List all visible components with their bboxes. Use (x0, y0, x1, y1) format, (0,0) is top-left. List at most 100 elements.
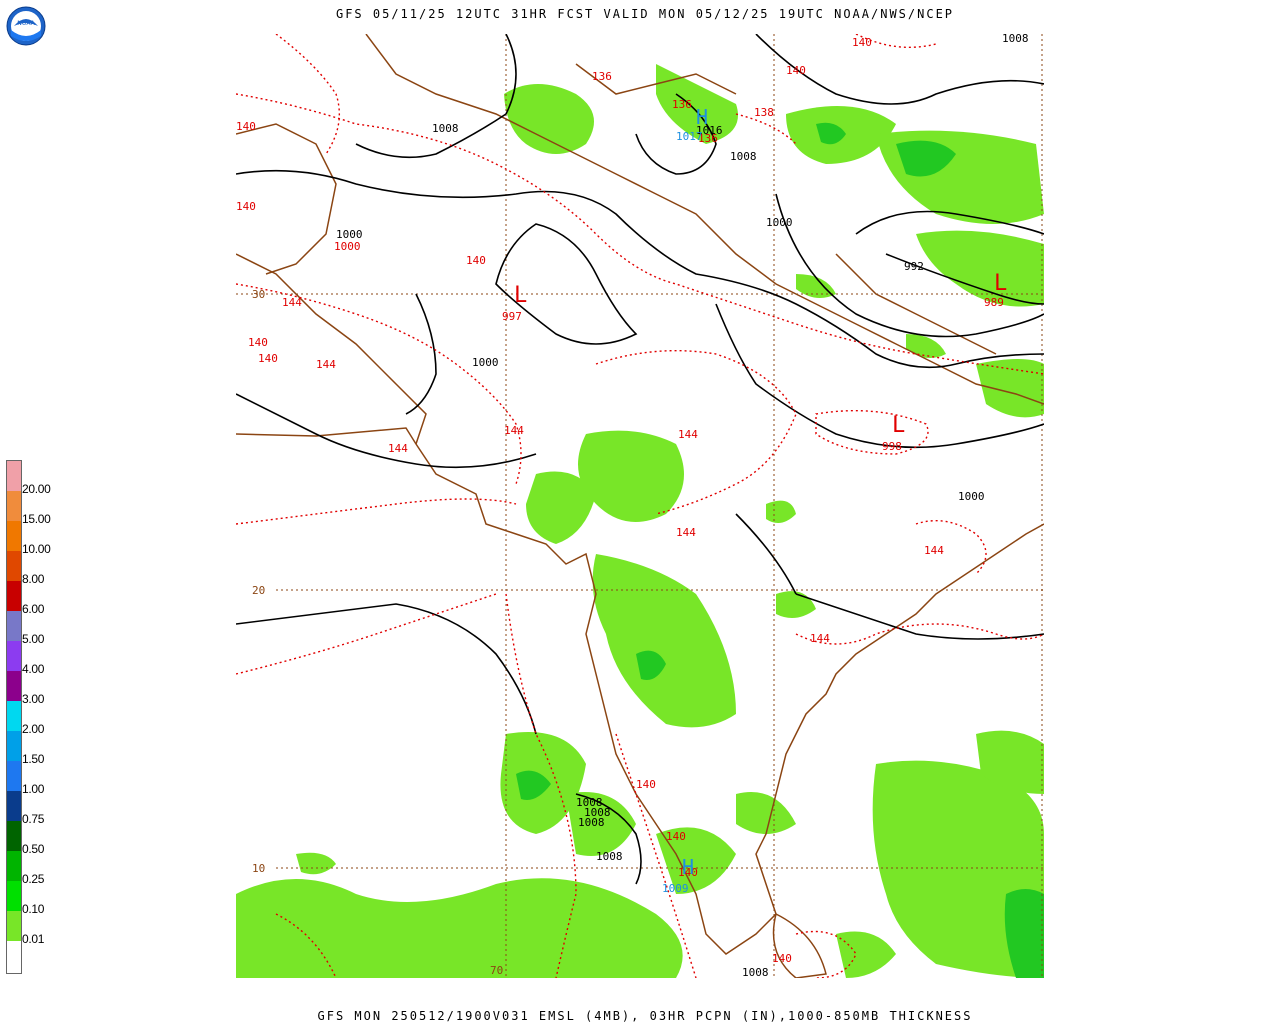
thickness-label: 140 (466, 254, 486, 267)
legend-swatch (7, 701, 21, 731)
thickness-label: 144 (676, 526, 696, 539)
low-symbol: L (994, 271, 1007, 296)
legend-label: 0.25 (22, 872, 45, 886)
lat-lon-grid (236, 34, 1044, 978)
legend-swatch (7, 821, 21, 851)
legend-label: 3.00 (22, 692, 45, 706)
isobars (236, 34, 1044, 885)
isobar-label: 1000 (472, 356, 499, 369)
legend-label: 0.01 (22, 932, 45, 946)
low-center-1: L 997 (502, 283, 527, 323)
high-symbol: H (682, 855, 694, 879)
high-center-2: H 1009 (662, 855, 694, 895)
legend-label: 0.10 (22, 902, 45, 916)
legend-label: 8.00 (22, 572, 45, 586)
thickness-label: 144 (678, 428, 698, 441)
lat-label-20: 20 (252, 584, 265, 597)
legend-swatch (7, 761, 21, 791)
isobar-label: 1008 (742, 966, 769, 978)
lon-label-70: 70 (490, 964, 503, 977)
thickness-label: 136 (672, 98, 692, 111)
precipitation-legend (6, 460, 22, 974)
legend-swatch (7, 581, 21, 611)
thickness-label: 138 (754, 106, 774, 119)
legend-swatch (7, 671, 21, 701)
legend-swatch (7, 731, 21, 761)
low-symbol: L (514, 283, 527, 308)
high-value: 1017 (676, 130, 703, 143)
legend-label: 0.50 (22, 842, 45, 856)
lat-label-10: 10 (252, 862, 265, 875)
map-title: GFS 05/11/25 12UTC 31HR FCST VALID MON 0… (335, 7, 955, 21)
legend-swatch (7, 491, 21, 521)
legend-swatch (7, 611, 21, 641)
high-symbol: H (696, 105, 708, 129)
thickness-label: 136 (698, 132, 718, 145)
legend-label: 0.75 (22, 812, 45, 826)
thickness-label: 144 (282, 296, 302, 309)
legend-swatch (7, 881, 21, 911)
precipitation-heavy (516, 122, 1044, 978)
coastlines (236, 34, 1044, 978)
low-value: 997 (502, 310, 522, 323)
legend-label: 15.00 (22, 512, 51, 526)
isobar-label: 1008 (596, 850, 623, 863)
legend-label: 4.00 (22, 662, 45, 676)
thickness-label: 140 (258, 352, 278, 365)
thickness-label: 136 (592, 70, 612, 83)
thickness-label: 140 (786, 64, 806, 77)
small-pressure-value: 1000 (334, 240, 361, 253)
legend-label: 1.00 (22, 782, 45, 796)
legend-label: 6.00 (22, 602, 45, 616)
isobar-label: 1008 (584, 806, 611, 819)
precipitation-areas (236, 64, 1044, 978)
legend-label: 2.00 (22, 722, 45, 736)
legend-swatch (7, 461, 21, 491)
legend-label: 5.00 (22, 632, 45, 646)
legend-label: 20.00 (22, 482, 51, 496)
legend-swatch (7, 911, 21, 941)
thickness-label: 144 (924, 544, 944, 557)
thickness-label: 140 (852, 36, 872, 49)
legend-swatch (7, 641, 21, 671)
map-caption: GFS MON 250512/1900V031 EMSL (4MB), 03HR… (317, 1009, 973, 1023)
thickness-label: 144 (388, 442, 408, 455)
thickness-label: 140 (772, 952, 792, 965)
thickness-label: 144 (316, 358, 336, 371)
isobar-label: 1000 (958, 490, 985, 503)
lat-label-30: 30 (252, 288, 265, 301)
low-symbol: L (892, 413, 905, 438)
thickness-label: 140 (666, 830, 686, 843)
low-value: 998 (882, 440, 902, 453)
thickness-label: 140 (236, 200, 256, 213)
high-center-1: H 1017 (676, 105, 708, 143)
isobar-label: 992 (904, 260, 924, 273)
thickness-label: 140 (236, 120, 256, 133)
legend-swatch (7, 551, 21, 581)
isobar-label: 1000 (766, 216, 793, 229)
thickness-label: 140 (636, 778, 656, 791)
isobar-label: 1000 (336, 228, 363, 241)
high-value: 1009 (662, 882, 689, 895)
thickness-label: 144 (504, 424, 524, 437)
low-value: 989 (984, 296, 1004, 309)
legend-swatch (7, 521, 21, 551)
svg-text:NOAA: NOAA (17, 20, 35, 27)
legend-label: 1.50 (22, 752, 45, 766)
legend-swatch (7, 791, 21, 821)
isobar-label: 1008 (576, 796, 603, 809)
legend-label: 10.00 (22, 542, 51, 556)
legend-swatch (7, 851, 21, 881)
low-center-3: L 998 (882, 413, 905, 453)
noaa-logo-icon: NOAA (6, 6, 46, 46)
legend-swatch (7, 941, 21, 971)
isobar-label: 1008 (578, 816, 605, 829)
isobar-label: 1008 (432, 122, 459, 135)
low-center-2: L 989 (984, 271, 1007, 309)
thickness-contours (236, 34, 1044, 978)
thickness-label: 144 (810, 632, 830, 645)
weather-map: 30 20 10 70 1008 1008 1008 1000 1000 992… (236, 34, 1044, 978)
thickness-label: 140 (678, 866, 698, 879)
thickness-label: 140 (248, 336, 268, 349)
isobar-label: 1008 (1002, 34, 1029, 45)
